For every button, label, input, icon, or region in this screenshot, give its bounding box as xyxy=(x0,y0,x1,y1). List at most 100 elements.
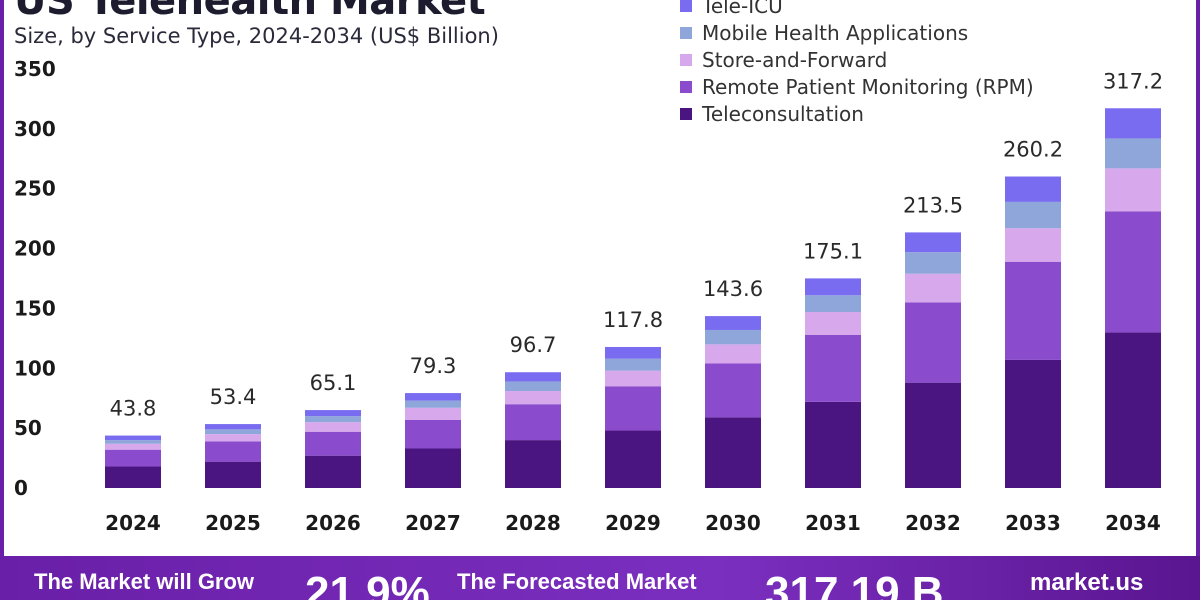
bar-segment-store-and-forward xyxy=(1005,228,1061,262)
footer-brand-logo: market.us xyxy=(1030,569,1144,596)
bar-segment-store-and-forward xyxy=(105,443,161,450)
y-tick-label: 350 xyxy=(14,57,56,81)
bar-segment-remote-patient-monitoring-rpm xyxy=(205,441,261,462)
chart-title: US Telehealth Market xyxy=(14,0,486,24)
bar-segment-tele-icu xyxy=(605,346,661,359)
bar-segment-store-and-forward xyxy=(1105,168,1161,212)
bar-segment-teleconsultation xyxy=(405,448,461,488)
bar-segment-teleconsultation xyxy=(305,455,361,488)
bar-segment-mobile-health-applications xyxy=(305,416,361,423)
bar-segment-store-and-forward xyxy=(405,407,461,420)
bar-segment-store-and-forward xyxy=(505,391,561,405)
bar-segment-mobile-health-applications xyxy=(605,358,661,371)
bar-segment-remote-patient-monitoring-rpm xyxy=(405,419,461,449)
bar-segment-teleconsultation xyxy=(1105,332,1161,488)
bar-segment-remote-patient-monitoring-rpm xyxy=(605,386,661,431)
bar-segment-tele-icu xyxy=(305,410,361,417)
right-frame-border xyxy=(1196,0,1200,600)
bar-segment-tele-icu xyxy=(505,372,561,382)
y-tick-label: 250 xyxy=(14,177,56,201)
bar-segment-tele-icu xyxy=(405,393,461,401)
y-tick-label: 200 xyxy=(14,237,56,261)
legend-item-store-and-forward: Store-and-Forward xyxy=(680,46,1034,73)
bar-segment-mobile-health-applications xyxy=(505,381,561,392)
footer-forecast-text: The Forecasted Market xyxy=(457,569,697,594)
bar-segment-mobile-health-applications xyxy=(205,429,261,435)
bar-segment-teleconsultation xyxy=(905,382,961,488)
bar-segment-store-and-forward xyxy=(705,344,761,364)
bar-segment-remote-patient-monitoring-rpm xyxy=(805,334,861,402)
legend-swatch xyxy=(680,26,692,39)
bar-segment-remote-patient-monitoring-rpm xyxy=(705,363,761,418)
bar-segment-mobile-health-applications xyxy=(105,440,161,444)
bar-segment-teleconsultation xyxy=(605,430,661,488)
bar-total-label: 213.5 xyxy=(903,193,963,217)
x-tick-label: 2028 xyxy=(505,511,561,535)
bar-segment-remote-patient-monitoring-rpm xyxy=(505,404,561,441)
x-tick-label: 2026 xyxy=(305,511,361,535)
bar-segment-tele-icu xyxy=(105,435,161,441)
bar-segment-mobile-health-applications xyxy=(405,400,461,408)
bar-segment-tele-icu xyxy=(805,278,861,296)
legend-item-mobile-health: Mobile Health Applications xyxy=(680,19,1034,46)
chart-legend: Tele-ICU Mobile Health Applications Stor… xyxy=(680,0,1034,127)
bar-segment-teleconsultation xyxy=(505,440,561,488)
bar-segment-store-and-forward xyxy=(205,434,261,442)
bar-total-label: 43.8 xyxy=(110,397,157,421)
bar-total-label: 117.8 xyxy=(603,308,663,332)
bar-segment-teleconsultation xyxy=(205,461,261,488)
bar-total-label: 65.1 xyxy=(310,371,357,395)
legend-label: Teleconsultation xyxy=(702,101,864,126)
bar-segment-tele-icu xyxy=(205,424,261,430)
bar-total-label: 175.1 xyxy=(803,239,863,263)
legend-swatch xyxy=(680,0,692,12)
stacked-bar-chart: 0 50 100 150 200 250 300 350 43.8 2024 53.4 2025 65.… xyxy=(14,57,1163,535)
legend-label: Tele-ICU xyxy=(702,0,783,18)
bar-total-label: 53.4 xyxy=(210,385,257,409)
bar-total-label: 317.2 xyxy=(1103,69,1163,93)
bar-segment-store-and-forward xyxy=(605,370,661,387)
legend-label: Store-and-Forward xyxy=(702,47,888,72)
bar-segment-store-and-forward xyxy=(805,312,861,335)
legend-label: Mobile Health Applications xyxy=(702,20,969,45)
legend-item-tele-icu: Tele-ICU xyxy=(680,0,1034,19)
bar-segment-mobile-health-applications xyxy=(1105,138,1161,169)
footer-market-value: 317.19 B xyxy=(765,568,944,600)
bar-segment-tele-icu xyxy=(705,316,761,330)
bar-segment-remote-patient-monitoring-rpm xyxy=(105,449,161,467)
x-tick-label: 2034 xyxy=(1105,511,1161,535)
y-tick-label: 0 xyxy=(14,476,28,500)
bar-segment-tele-icu xyxy=(1005,176,1061,202)
bar-segment-remote-patient-monitoring-rpm xyxy=(905,302,961,383)
legend-item-teleconsultation: Teleconsultation xyxy=(680,100,1034,127)
bar-segment-store-and-forward xyxy=(305,422,361,432)
x-tick-label: 2031 xyxy=(805,511,861,535)
x-tick-label: 2030 xyxy=(705,511,761,535)
left-frame-border xyxy=(0,0,4,600)
bar-segment-teleconsultation xyxy=(805,401,861,488)
footer-banner: The Market will Grow 21.9% The Forecaste… xyxy=(0,556,1200,600)
bar-segment-mobile-health-applications xyxy=(905,252,961,274)
y-tick-label: 50 xyxy=(14,416,42,440)
x-tick-label: 2024 xyxy=(105,511,161,535)
bar-segment-remote-patient-monitoring-rpm xyxy=(305,431,361,456)
x-tick-label: 2027 xyxy=(405,511,461,535)
x-tick-label: 2033 xyxy=(1005,511,1061,535)
bar-total-label: 143.6 xyxy=(703,277,763,301)
bar-segment-store-and-forward xyxy=(905,273,961,303)
y-tick-label: 300 xyxy=(14,117,56,141)
legend-swatch xyxy=(680,80,692,93)
footer-grow-text: The Market will Grow xyxy=(34,569,255,594)
footer-cagr-value: 21.9% xyxy=(305,568,430,600)
bar-segment-remote-patient-monitoring-rpm xyxy=(1105,211,1161,333)
bar-segment-teleconsultation xyxy=(1005,359,1061,488)
bar-segment-tele-icu xyxy=(1105,108,1161,139)
y-tick-label: 150 xyxy=(14,296,56,320)
bar-segment-teleconsultation xyxy=(105,466,161,488)
x-tick-label: 2025 xyxy=(205,511,261,535)
bar-segment-mobile-health-applications xyxy=(1005,201,1061,229)
legend-label: Remote Patient Monitoring (RPM) xyxy=(702,74,1034,99)
bar-segment-mobile-health-applications xyxy=(805,295,861,313)
legend-swatch xyxy=(680,53,692,66)
bar-total-label: 96.7 xyxy=(510,333,557,357)
